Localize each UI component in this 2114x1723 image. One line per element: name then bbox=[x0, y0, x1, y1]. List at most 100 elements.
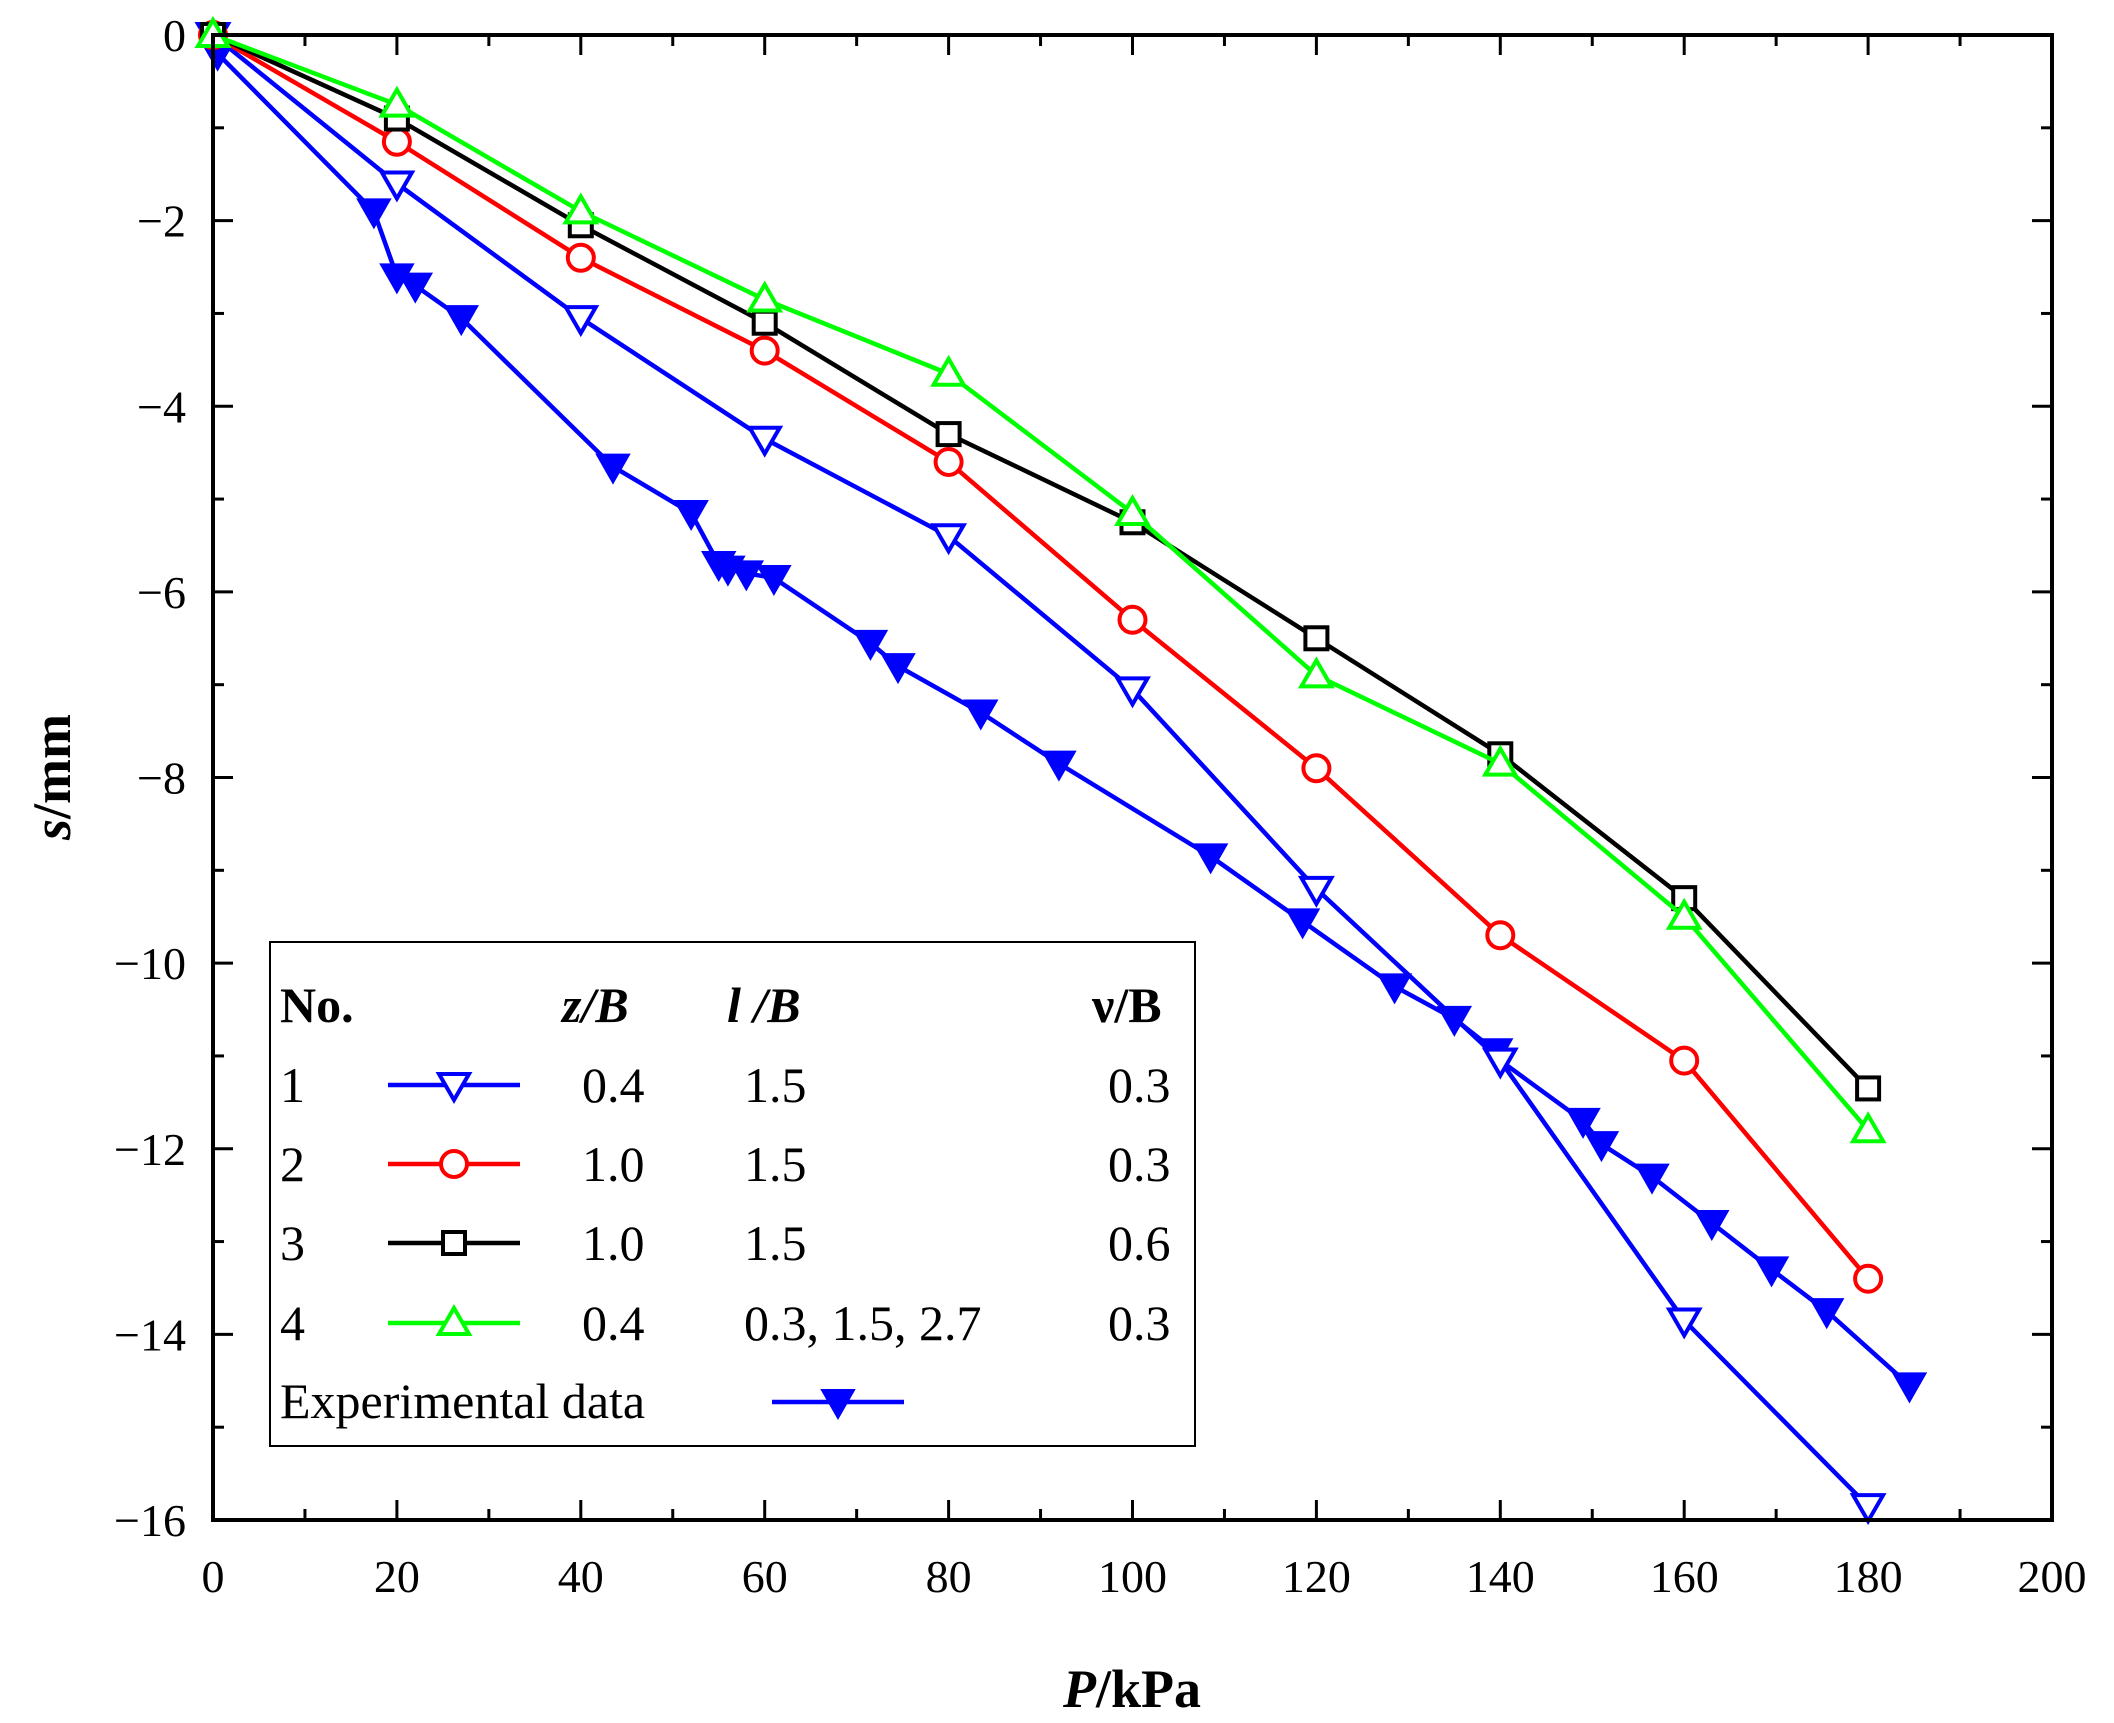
legend-header-zb: z/B bbox=[560, 977, 629, 1033]
legend-row-3-vb: 0.6 bbox=[1108, 1215, 1171, 1271]
legend-row-4-no: 4 bbox=[280, 1295, 305, 1351]
x-tick-label: 40 bbox=[558, 1551, 604, 1602]
y-tick-label: −12 bbox=[114, 1124, 186, 1175]
x-tick-labels: 0 20 40 60 80 100 120 140 160 180 200 bbox=[202, 1551, 2087, 1602]
data-point-3 bbox=[935, 421, 962, 448]
series-line-2 bbox=[211, 33, 1870, 1281]
y-axis-unit: /mm bbox=[22, 714, 82, 820]
legend-row-2-lb: 1.5 bbox=[744, 1136, 807, 1192]
legend-row-4-zb: 0.4 bbox=[582, 1295, 645, 1351]
legend-row-2-no: 2 bbox=[280, 1136, 305, 1192]
data-point-1 bbox=[1665, 1307, 1703, 1340]
y-tick-label: −4 bbox=[137, 381, 186, 432]
data-point-2 bbox=[1117, 604, 1148, 635]
data-point-4 bbox=[1297, 656, 1335, 689]
data-point-2 bbox=[1485, 920, 1516, 951]
x-axis-title: P/kPa bbox=[1062, 1659, 1201, 1719]
data-point-experimental-data bbox=[880, 653, 916, 685]
data-point-experimental-data bbox=[756, 564, 792, 596]
data-point-experimental-data bbox=[1041, 750, 1077, 782]
plot-frame bbox=[211, 33, 2054, 1522]
data-point-experimental-data bbox=[1753, 1256, 1790, 1288]
x-axis-unit: /kPa bbox=[1095, 1659, 1201, 1719]
data-point-1 bbox=[1297, 875, 1335, 908]
x-tick-label: 60 bbox=[742, 1551, 788, 1602]
x-tick-label: 80 bbox=[926, 1551, 972, 1602]
data-point-1 bbox=[378, 170, 416, 203]
data-point-experimental-data bbox=[1808, 1298, 1845, 1330]
series-4 bbox=[194, 15, 1887, 1144]
legend-header-vb: ν/B bbox=[1091, 977, 1162, 1033]
y-tick-label: −14 bbox=[114, 1309, 186, 1360]
x-tick-label: 200 bbox=[2018, 1551, 2087, 1602]
data-point-4 bbox=[562, 192, 600, 225]
legend-row-1-no: 1 bbox=[280, 1057, 305, 1113]
data-point-1 bbox=[1481, 1047, 1519, 1080]
x-tick-label: 0 bbox=[202, 1551, 225, 1602]
legend-row-1-vb: 0.3 bbox=[1108, 1057, 1171, 1113]
data-point-1 bbox=[746, 425, 784, 458]
data-point-2 bbox=[381, 126, 412, 157]
legend-marker-experimental bbox=[820, 1389, 856, 1421]
data-point-4 bbox=[1849, 1111, 1887, 1144]
data-point-experimental-data bbox=[673, 499, 709, 531]
data-point-experimental-data bbox=[1192, 843, 1229, 875]
legend-marker-2 bbox=[439, 1149, 469, 1179]
legend-marker-1 bbox=[435, 1072, 473, 1105]
data-point-3 bbox=[1855, 1075, 1882, 1102]
data-point-experimental-data bbox=[852, 629, 889, 661]
legend-header-lb: l /B bbox=[727, 977, 801, 1033]
data-point-experimental-data bbox=[1565, 1107, 1601, 1139]
data-point-1 bbox=[1114, 676, 1151, 709]
series-1 bbox=[194, 22, 1887, 1526]
data-point-3 bbox=[1303, 625, 1330, 652]
legend-row-4-vb: 0.3 bbox=[1108, 1295, 1171, 1351]
y-tick-label: −6 bbox=[137, 567, 186, 618]
data-point-4 bbox=[1114, 493, 1151, 526]
data-point-experimental-data bbox=[1284, 908, 1321, 940]
data-point-4 bbox=[1481, 744, 1519, 777]
y-tick-label: −16 bbox=[114, 1495, 186, 1546]
legend-marker-3 bbox=[441, 1230, 467, 1256]
legend-samples bbox=[388, 1072, 904, 1421]
data-point-1 bbox=[562, 305, 600, 338]
x-axis-var: P bbox=[1062, 1659, 1097, 1719]
y-tick-label: 0 bbox=[163, 10, 186, 61]
data-point-experimental-data bbox=[1891, 1372, 1928, 1404]
series-line-4 bbox=[212, 32, 1870, 1132]
legend-row-2-zb: 1.0 bbox=[582, 1136, 645, 1192]
data-point-2 bbox=[749, 335, 780, 366]
legend-row-4-lb: 0.3, 1.5, 2.7 bbox=[744, 1295, 982, 1351]
data-point-4 bbox=[1665, 897, 1703, 930]
legend-marker-4 bbox=[435, 1303, 473, 1336]
data-point-experimental-data bbox=[1583, 1131, 1620, 1163]
data-point-1 bbox=[1849, 1493, 1887, 1526]
series-line-3 bbox=[212, 32, 1870, 1090]
legend-box bbox=[269, 941, 1196, 1447]
y-axis-title: s/mm bbox=[22, 714, 82, 841]
y-tick-label: −8 bbox=[137, 753, 186, 804]
data-point-experimental-data bbox=[1376, 973, 1413, 1005]
data-point-2 bbox=[933, 446, 964, 477]
data-point-experimental-data bbox=[1634, 1163, 1670, 1195]
x-tick-label: 160 bbox=[1650, 1551, 1719, 1602]
legend-row-3-zb: 1.0 bbox=[582, 1215, 645, 1271]
data-point-1 bbox=[930, 523, 968, 556]
data-point-experimental-data bbox=[595, 453, 631, 485]
data-point-experimental-data bbox=[397, 272, 434, 304]
x-tick-label: 140 bbox=[1466, 1551, 1535, 1602]
data-point-experimental-data bbox=[1694, 1210, 1730, 1242]
data-point-2 bbox=[565, 242, 596, 273]
x-tick-label: 180 bbox=[1834, 1551, 1903, 1602]
data-point-experimental-data bbox=[356, 198, 392, 230]
legend-row-1-zb: 0.4 bbox=[582, 1057, 645, 1113]
legend-header-no: No. bbox=[280, 977, 354, 1033]
legend-row-2-vb: 0.3 bbox=[1108, 1136, 1171, 1192]
x-tick-label: 20 bbox=[374, 1551, 420, 1602]
data-point-4 bbox=[930, 354, 968, 387]
data-point-experimental-data bbox=[963, 699, 999, 731]
data-point-3 bbox=[751, 309, 778, 336]
series-line-1 bbox=[211, 33, 1870, 1508]
series-layer bbox=[194, 15, 1928, 1526]
